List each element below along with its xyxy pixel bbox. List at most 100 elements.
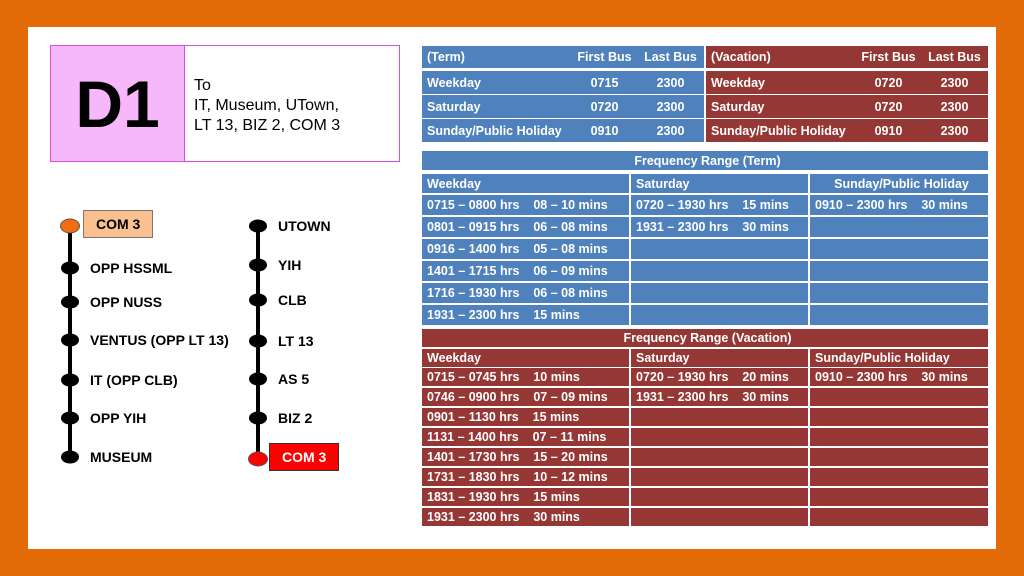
first-last-cell: 0720 bbox=[590, 99, 619, 114]
stop-label-left: OPP YIH bbox=[90, 410, 147, 426]
stop-marker bbox=[249, 372, 267, 386]
frequency-cell bbox=[631, 508, 808, 526]
frequency-cell: 0720 – 1930 hrs 15 mins bbox=[631, 195, 808, 215]
frequency-cell bbox=[631, 488, 808, 506]
first-last-cell: 0910 bbox=[874, 123, 903, 138]
stop-label-left: COM 3 bbox=[83, 210, 154, 238]
destination-line: IT, Museum, UTown, bbox=[194, 97, 339, 114]
first-last-cell: First Bus bbox=[577, 50, 632, 64]
frequency-cell bbox=[810, 408, 988, 426]
route-destinations: To IT, Museum, UTown, LT 13, BIZ 2, COM … bbox=[194, 76, 340, 136]
route-code: D1 bbox=[51, 46, 185, 161]
stop-marker bbox=[61, 373, 79, 387]
first-last-cell: Weekday bbox=[427, 75, 481, 90]
first-last-row: Weekday 0720 2300 bbox=[706, 71, 988, 94]
frequency-cell bbox=[810, 508, 988, 526]
frequency-cell: 0910 – 2300 hrs 30 mins bbox=[810, 368, 988, 386]
first-last-cell: Last Bus bbox=[644, 50, 697, 64]
destination-line: LT 13, BIZ 2, COM 3 bbox=[194, 117, 341, 134]
frequency-cell: 0801 – 0915 hrs 06 – 08 mins bbox=[422, 217, 629, 237]
first-last-cell: 2300 bbox=[656, 75, 685, 90]
first-last-cell: Saturday bbox=[711, 99, 765, 114]
first-last-cell: 0715 bbox=[590, 75, 619, 90]
stop-label-left: MUSEUM bbox=[90, 449, 153, 465]
frequency-cell bbox=[810, 261, 988, 281]
frequency-column-header: Saturday bbox=[631, 349, 808, 367]
frequency-cell: 0715 – 0745 hrs 10 mins bbox=[422, 368, 629, 386]
stop-marker bbox=[61, 333, 79, 347]
frequency-cell: 1831 – 1930 hrs 15 mins bbox=[422, 488, 629, 506]
stop-label-right: AS 5 bbox=[278, 371, 310, 387]
first-last-row: (Vacation) First Bus Last Bus bbox=[706, 46, 988, 68]
frequency-column-header: Weekday bbox=[422, 349, 629, 367]
frequency-column-header: Saturday bbox=[631, 174, 808, 193]
stop-label-right: BIZ 2 bbox=[278, 410, 313, 426]
frequency-cell bbox=[810, 468, 988, 486]
first-last-cell: Sunday/Public Holiday bbox=[711, 123, 846, 138]
first-last-cell: 2300 bbox=[656, 123, 685, 138]
frequency-cell: 1931 – 2300 hrs 15 mins bbox=[422, 305, 629, 325]
frequency-cell bbox=[810, 428, 988, 446]
frequency-title: Frequency Range (Term) bbox=[422, 151, 988, 170]
first-last-cell: Saturday bbox=[427, 99, 481, 114]
frequency-cell: 1401 – 1730 hrs 15 – 20 mins bbox=[422, 448, 629, 466]
stop-label-left: OPP HSSML bbox=[90, 260, 173, 276]
stop-label-right: UTOWN bbox=[278, 218, 331, 234]
first-last-cell: 2300 bbox=[656, 99, 685, 114]
first-last-cell: First Bus bbox=[861, 50, 916, 64]
stop-marker bbox=[249, 219, 267, 233]
first-last-cell: 2300 bbox=[940, 75, 969, 90]
frequency-cell bbox=[631, 408, 808, 426]
route-header: D1 To IT, Museum, UTown, LT 13, BIZ 2, C… bbox=[50, 45, 400, 162]
first-last-row: Saturday 0720 2300 bbox=[706, 95, 988, 118]
first-last-row: Sunday/Public Holiday 0910 2300 bbox=[706, 119, 988, 142]
first-last-row: Weekday 0715 2300 bbox=[422, 71, 704, 94]
first-last-cell: 0720 bbox=[874, 75, 903, 90]
first-last-row: Sunday/Public Holiday 0910 2300 bbox=[422, 119, 704, 142]
stop-marker bbox=[249, 293, 267, 307]
first-last-cell: Last Bus bbox=[928, 50, 981, 64]
frequency-cell: 1716 – 1930 hrs 06 – 08 mins bbox=[422, 283, 629, 303]
frequency-cell: 1131 – 1400 hrs 07 – 11 mins bbox=[422, 428, 629, 446]
stop-marker bbox=[249, 258, 267, 272]
frequency-cell bbox=[810, 217, 988, 237]
stop-marker bbox=[249, 411, 267, 425]
end-stop-marker bbox=[248, 451, 268, 467]
frequency-cell: 1931 – 2300 hrs 30 mins bbox=[631, 217, 808, 237]
stop-label-left: OPP NUSS bbox=[90, 294, 163, 310]
first-last-cell: 2300 bbox=[940, 99, 969, 114]
frequency-cell bbox=[631, 468, 808, 486]
destination-line: To bbox=[194, 77, 211, 94]
first-last-row: Saturday 0720 2300 bbox=[422, 95, 704, 118]
frequency-cell bbox=[631, 428, 808, 446]
frequency-cell bbox=[810, 448, 988, 466]
frequency-cell bbox=[810, 239, 988, 259]
frequency-cell: 1931 – 2300 hrs 30 mins bbox=[631, 388, 808, 406]
frequency-cell: 0715 – 0800 hrs 08 – 10 mins bbox=[422, 195, 629, 215]
frequency-cell bbox=[631, 305, 808, 325]
stop-marker bbox=[61, 411, 79, 425]
frequency-cell bbox=[631, 283, 808, 303]
frequency-cell: 1931 – 2300 hrs 30 mins bbox=[422, 508, 629, 526]
frequency-title: Frequency Range (Vacation) bbox=[422, 329, 988, 347]
first-last-cell: (Term) bbox=[427, 50, 465, 64]
first-last-cell: Weekday bbox=[711, 75, 765, 90]
first-last-cell: Sunday/Public Holiday bbox=[427, 123, 562, 138]
frequency-column-header: Weekday bbox=[422, 174, 629, 193]
stop-label-right: COM 3 bbox=[269, 443, 340, 471]
first-last-cell: 2300 bbox=[940, 123, 969, 138]
stop-marker bbox=[249, 334, 267, 348]
start-stop-marker bbox=[60, 218, 80, 234]
frequency-column-header: Sunday/Public Holiday bbox=[810, 174, 988, 193]
frequency-cell: 0910 – 2300 hrs 30 mins bbox=[810, 195, 988, 215]
frequency-column-header: Sunday/Public Holiday bbox=[810, 349, 988, 367]
frequency-cell bbox=[810, 305, 988, 325]
first-last-cell: (Vacation) bbox=[711, 50, 771, 64]
first-last-row: (Term) First Bus Last Bus bbox=[422, 46, 704, 68]
stop-label-right: LT 13 bbox=[278, 333, 314, 349]
frequency-cell bbox=[631, 448, 808, 466]
stop-label-right: YIH bbox=[278, 257, 302, 273]
frequency-cell: 1401 – 1715 hrs 06 – 09 mins bbox=[422, 261, 629, 281]
stop-marker bbox=[61, 295, 79, 309]
first-last-cell: 0910 bbox=[590, 123, 619, 138]
